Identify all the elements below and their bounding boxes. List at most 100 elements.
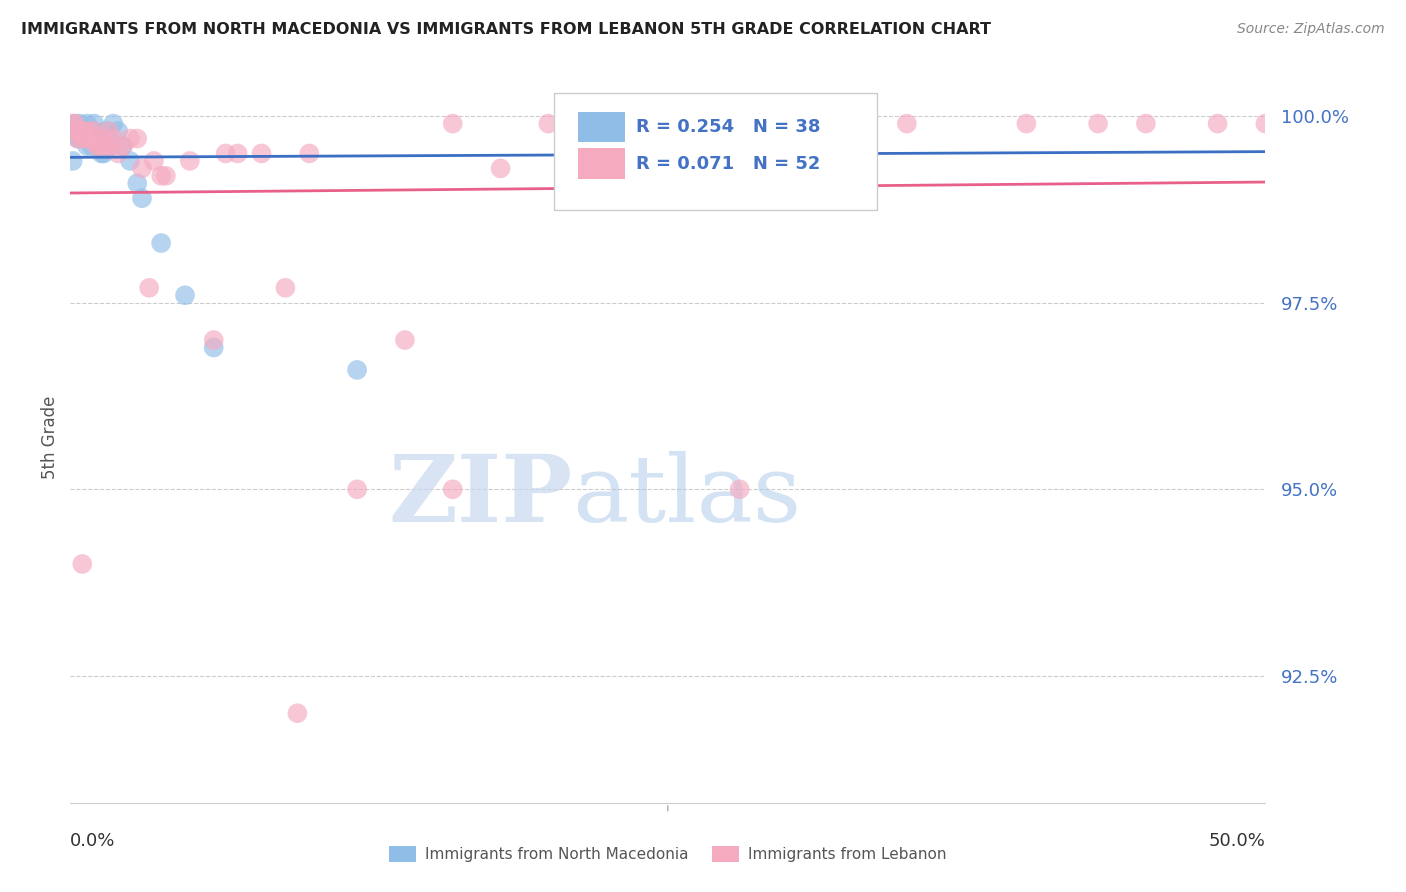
Point <box>70 131 93 145</box>
FancyBboxPatch shape <box>554 94 877 211</box>
Point <box>63 117 86 131</box>
Point <box>100 139 122 153</box>
Point <box>537 117 560 131</box>
Point <box>86 139 108 153</box>
Point <box>111 139 134 153</box>
Point <box>70 557 93 571</box>
Text: ZIP: ZIP <box>388 450 572 541</box>
Point <box>90 139 112 153</box>
Text: R = 0.071   N = 52: R = 0.071 N = 52 <box>636 154 820 172</box>
Point <box>214 146 236 161</box>
Text: 50.0%: 50.0% <box>1209 832 1265 850</box>
Point <box>250 146 273 161</box>
Point <box>585 131 607 145</box>
Point <box>93 146 115 161</box>
Point <box>174 288 197 302</box>
Point <box>287 706 309 721</box>
Point <box>62 153 84 168</box>
Point <box>80 139 103 153</box>
Point <box>131 161 153 176</box>
Point <box>69 124 91 138</box>
Point <box>66 131 89 145</box>
Point <box>143 153 166 168</box>
Point <box>83 124 105 138</box>
Point <box>76 139 98 153</box>
Point <box>1015 117 1038 131</box>
Point <box>76 117 98 131</box>
Point <box>86 131 108 145</box>
Point <box>93 131 115 145</box>
Point <box>103 131 125 145</box>
Point <box>179 153 201 168</box>
Point <box>73 124 96 138</box>
Point <box>70 124 93 138</box>
Point <box>90 146 112 161</box>
Point <box>100 139 122 153</box>
Point <box>274 281 297 295</box>
Point <box>127 177 149 191</box>
Point <box>138 281 160 295</box>
Point <box>96 139 117 153</box>
Point <box>63 117 86 131</box>
Point <box>69 131 91 145</box>
Point <box>155 169 177 183</box>
Point <box>150 235 173 250</box>
Point <box>202 333 225 347</box>
Point <box>127 131 149 145</box>
Point <box>73 124 96 138</box>
Point <box>97 131 120 145</box>
Y-axis label: 5th Grade: 5th Grade <box>41 395 59 479</box>
Point <box>489 161 512 176</box>
Point <box>103 117 125 131</box>
Text: atlas: atlas <box>572 450 801 541</box>
Text: IMMIGRANTS FROM NORTH MACEDONIA VS IMMIGRANTS FROM LEBANON 5TH GRADE CORRELATION: IMMIGRANTS FROM NORTH MACEDONIA VS IMMIG… <box>21 22 991 37</box>
Point <box>87 139 110 153</box>
Point <box>73 131 96 145</box>
Point <box>896 117 918 131</box>
Point <box>83 124 105 138</box>
Point <box>120 153 141 168</box>
Point <box>63 124 86 138</box>
Point <box>73 131 96 145</box>
Point <box>111 139 134 153</box>
Point <box>681 109 703 123</box>
Point <box>62 117 84 131</box>
Legend: Immigrants from North Macedonia, Immigrants from Lebanon: Immigrants from North Macedonia, Immigra… <box>382 840 953 868</box>
Point <box>80 131 103 145</box>
Point <box>441 483 464 497</box>
FancyBboxPatch shape <box>578 148 624 179</box>
Point <box>66 124 89 138</box>
Text: 0.0%: 0.0% <box>70 832 115 850</box>
Point <box>70 131 93 145</box>
Point <box>1254 117 1277 131</box>
Point <box>107 146 129 161</box>
Point <box>202 341 225 355</box>
Point <box>83 117 105 131</box>
Point <box>346 363 368 377</box>
Point <box>96 124 117 138</box>
Point <box>76 131 98 145</box>
Point <box>79 124 101 138</box>
Point <box>633 117 655 131</box>
Point <box>776 124 799 138</box>
Point <box>97 124 120 138</box>
Point <box>226 146 249 161</box>
Point <box>848 109 870 123</box>
Point <box>66 131 89 145</box>
Point <box>120 131 141 145</box>
Point <box>704 109 727 123</box>
FancyBboxPatch shape <box>578 112 624 143</box>
Point <box>346 483 368 497</box>
Point <box>728 483 751 497</box>
Point <box>1135 117 1157 131</box>
Point <box>87 139 110 153</box>
Point <box>107 124 129 138</box>
Point <box>681 161 703 176</box>
Text: R = 0.254   N = 38: R = 0.254 N = 38 <box>636 118 820 136</box>
Point <box>298 146 321 161</box>
Point <box>131 191 153 205</box>
Point <box>1087 117 1109 131</box>
Point <box>394 333 416 347</box>
Point <box>79 124 101 138</box>
Point <box>1206 117 1229 131</box>
